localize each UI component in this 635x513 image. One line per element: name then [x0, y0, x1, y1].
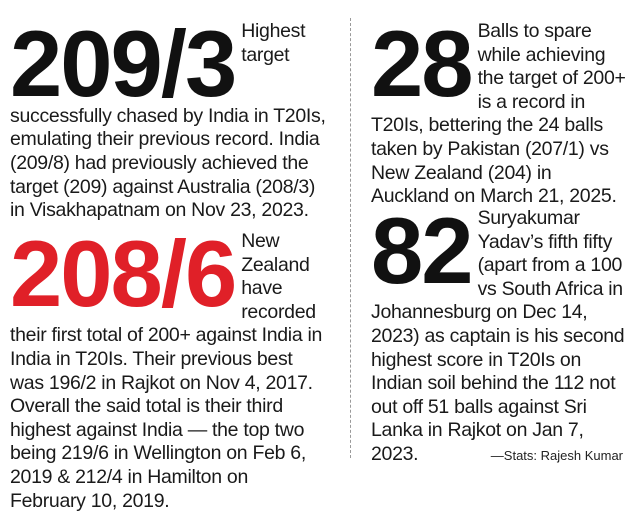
stat-description: New Zealand have recorded their first to… — [10, 230, 323, 512]
stat-block-209-3: 209/3 Highest target successfully chased… — [10, 11, 328, 223]
stat-figure: 209/3 — [10, 11, 237, 116]
stats-credit: —Stats: Rajesh Kumar — [490, 448, 623, 463]
stat-description: Highest target successfully chased by In… — [10, 20, 326, 222]
stat-figure: 28 — [371, 11, 474, 116]
stat-figure: 82 — [371, 198, 474, 303]
stat-description: Balls to spare while achieving the targe… — [371, 20, 626, 208]
stat-block-28: 28 Balls to spare while achieving the ta… — [371, 11, 633, 209]
stat-block-82: 82 Suryakumar Yadav’s fifth fifty (apart… — [371, 198, 633, 467]
stat-description: Suryakumar Yadav’s fifth fifty (apart fr… — [371, 207, 625, 465]
stat-figure: 208/6 — [10, 221, 237, 326]
column-divider — [350, 18, 351, 458]
stat-block-208-6: 208/6 New Zealand have recorded their fi… — [10, 221, 328, 513]
